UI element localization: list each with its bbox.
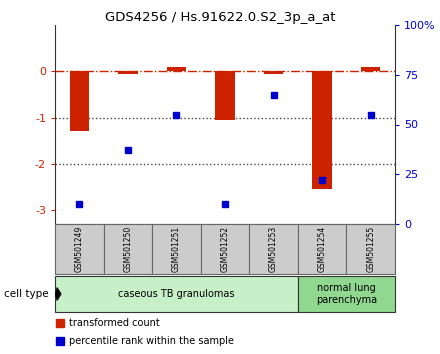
Bar: [55, 276, 298, 312]
Text: GSM501251: GSM501251: [172, 226, 181, 272]
Text: GSM501252: GSM501252: [220, 226, 230, 272]
Bar: [55, 224, 103, 274]
Text: GSM501250: GSM501250: [123, 226, 132, 272]
Bar: [361, 67, 381, 71]
Bar: [312, 71, 332, 189]
Text: GSM501253: GSM501253: [269, 226, 278, 272]
Bar: [346, 224, 395, 274]
Bar: [201, 224, 249, 274]
Text: transformed count: transformed count: [69, 318, 159, 328]
Bar: [70, 71, 89, 131]
Bar: [103, 224, 152, 274]
Text: GSM501255: GSM501255: [366, 226, 375, 272]
Text: GDS4256 / Hs.91622.0.S2_3p_a_at: GDS4256 / Hs.91622.0.S2_3p_a_at: [105, 11, 335, 24]
Text: caseous TB granulomas: caseous TB granulomas: [118, 289, 235, 299]
Bar: [249, 224, 298, 274]
FancyArrow shape: [56, 288, 61, 300]
Text: normal lung
parenchyma: normal lung parenchyma: [316, 283, 377, 305]
Text: percentile rank within the sample: percentile rank within the sample: [69, 336, 234, 346]
Text: GSM501249: GSM501249: [75, 226, 84, 272]
Bar: [167, 67, 186, 71]
Bar: [152, 224, 201, 274]
Bar: [298, 224, 346, 274]
Bar: [298, 276, 395, 312]
Bar: [264, 71, 283, 74]
Bar: [118, 71, 138, 74]
Text: cell type: cell type: [4, 289, 49, 299]
Text: GSM501254: GSM501254: [318, 226, 326, 272]
Bar: [215, 71, 235, 120]
